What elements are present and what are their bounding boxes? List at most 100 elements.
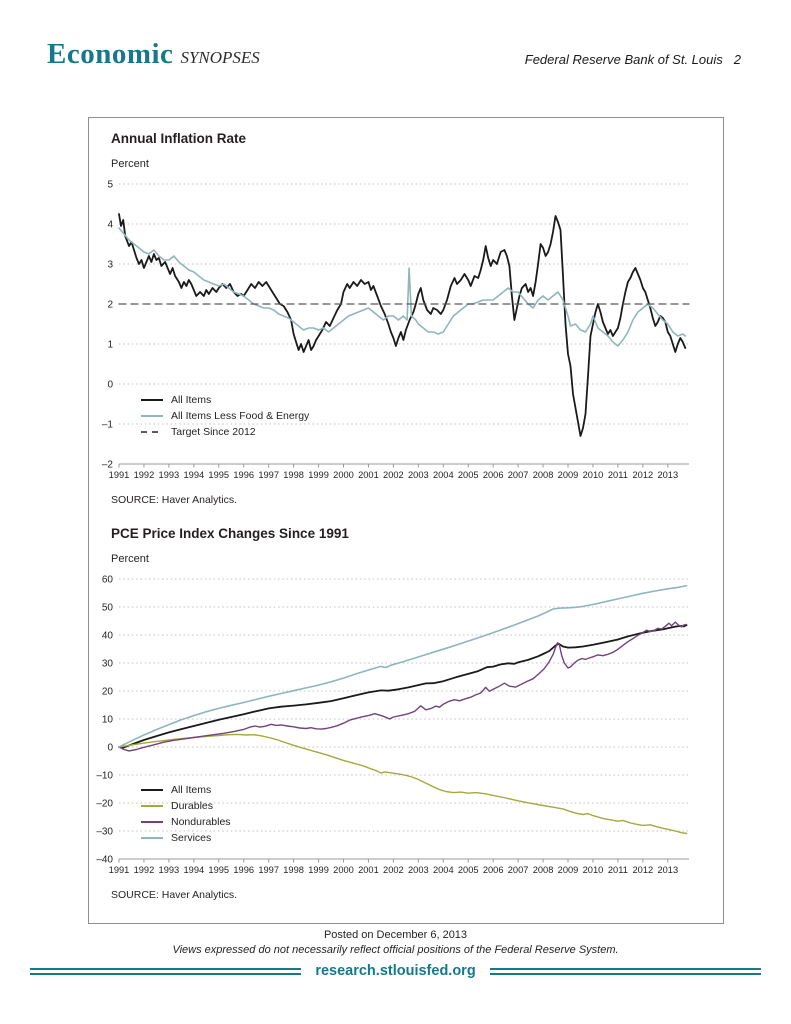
- x-tick-label: 2003: [408, 865, 429, 875]
- series-durables: [118, 733, 688, 835]
- legend-line-sample: [141, 399, 163, 401]
- x-tick-label: 1994: [183, 865, 204, 875]
- journal-name: Federal Reserve Bank of St. Louis: [524, 52, 723, 67]
- x-tick-label: 1992: [134, 865, 155, 875]
- y-tick-label: –1: [102, 420, 114, 431]
- series-nondurables: [118, 621, 688, 752]
- x-tick-label: 2004: [433, 470, 454, 480]
- y-tick-label: 50: [102, 603, 114, 614]
- y-tick-label: –20: [96, 799, 113, 810]
- x-tick-label: 1991: [109, 470, 130, 480]
- legend-label: Target Since 2012: [171, 426, 256, 438]
- x-tick-label: 2009: [558, 470, 579, 480]
- x-tick-label: 1998: [283, 865, 304, 875]
- x-tick-label: 2010: [583, 865, 604, 875]
- legend-label: Durables: [171, 800, 214, 812]
- legend-item: Target Since 2012: [141, 424, 309, 440]
- x-tick-label: 2001: [358, 470, 379, 480]
- y-tick-label: 60: [102, 575, 114, 586]
- legend-item: All Items: [141, 782, 231, 798]
- chart1-legend: All Items All Items Less Food & Energy Tar…: [141, 392, 309, 440]
- x-tick-label: 2012: [633, 865, 654, 875]
- x-tick-label: 2001: [358, 865, 379, 875]
- legend-line-sample: [141, 837, 163, 839]
- x-tick-label: 2000: [333, 470, 354, 480]
- legend-item: Durables: [141, 798, 231, 814]
- x-tick-label: 1994: [183, 470, 204, 480]
- x-tick-label: 1997: [258, 865, 279, 875]
- x-tick-label: 1996: [233, 865, 254, 875]
- x-tick-label: 2013: [657, 470, 678, 480]
- x-tick-label: 1993: [159, 470, 180, 480]
- legend-line-sample: [141, 821, 163, 823]
- double-rule-left: [30, 967, 302, 975]
- y-tick-label: 4: [107, 220, 113, 231]
- legend-label: Services: [171, 832, 212, 844]
- chart1-source: SOURCE: Haver Analytics.: [111, 494, 238, 506]
- x-tick-label: 2009: [558, 865, 579, 875]
- y-tick-label: 0: [107, 743, 113, 754]
- x-tick-label: 1992: [134, 470, 155, 480]
- x-tick-label: 1995: [208, 865, 229, 875]
- y-tick-label: 40: [102, 631, 114, 642]
- y-tick-label: 1: [107, 340, 113, 351]
- y-tick-label: 20: [102, 687, 114, 698]
- y-tick-label: 0: [107, 380, 113, 391]
- masthead: Economic SYNOPSES: [47, 38, 260, 71]
- footer-rule: research.stlouisfed.org: [30, 963, 762, 979]
- x-tick-label: 2011: [608, 865, 628, 875]
- legend-label: All Items: [171, 394, 212, 406]
- y-tick-label: 10: [102, 715, 114, 726]
- x-tick-label: 2006: [483, 865, 504, 875]
- legend-label: All Items: [171, 784, 212, 796]
- footer-posted-date: Posted on December 6, 2013: [323, 929, 468, 941]
- chart2-unit-label: Percent: [111, 553, 149, 565]
- y-tick-label: –10: [96, 771, 113, 782]
- legend-item: Nondurables: [141, 814, 231, 830]
- x-tick-label: 2007: [508, 865, 529, 875]
- x-tick-label: 2000: [333, 865, 354, 875]
- y-tick-label: –40: [96, 855, 113, 866]
- x-tick-label: 1999: [308, 470, 329, 480]
- y-tick-label: –30: [96, 827, 113, 838]
- series-all-items: [118, 213, 687, 437]
- x-tick-label: 2006: [483, 470, 504, 480]
- chart2-legend: All Items Durables Nondurables Services: [141, 782, 231, 846]
- chart1-unit-label: Percent: [111, 158, 149, 170]
- x-tick-label: 1993: [159, 865, 180, 875]
- double-rule-right: [489, 967, 762, 975]
- y-tick-label: 5: [107, 180, 113, 191]
- brand-secondary: SYNOPSES: [180, 48, 260, 67]
- x-tick-label: 1996: [233, 470, 254, 480]
- brand-primary: Economic: [47, 38, 174, 70]
- legend-line-sample: [141, 431, 163, 433]
- y-tick-label: 30: [102, 659, 114, 670]
- x-tick-label: 2008: [533, 470, 554, 480]
- x-tick-label: 2013: [657, 865, 678, 875]
- figure-box: Annual Inflation Rate Percent 5 4 3 2 1 0 –1 –2…: [88, 117, 724, 924]
- y-tick-label: 2: [107, 300, 113, 311]
- legend-label: Nondurables: [171, 816, 231, 828]
- chart1-title: Annual Inflation Rate: [111, 131, 246, 146]
- site-link[interactable]: research.stlouisfed.org: [315, 963, 476, 979]
- x-tick-label: 1999: [308, 865, 329, 875]
- legend-item: All Items Less Food & Energy: [141, 408, 309, 424]
- x-tick-label: 2002: [383, 865, 404, 875]
- page-number: 2: [733, 52, 741, 67]
- chart2-source: SOURCE: Haver Analytics.: [111, 889, 238, 901]
- legend-item: All Items: [141, 392, 309, 408]
- x-tick-label: 1997: [258, 470, 279, 480]
- legend-line-sample: [141, 415, 163, 417]
- x-tick-label: 2008: [533, 865, 554, 875]
- legend-line-sample: [141, 805, 163, 807]
- footer-disclaimer: Views expressed do not necessarily refle…: [172, 944, 619, 956]
- x-tick-label: 2010: [583, 470, 604, 480]
- legend-label: All Items Less Food & Energy: [171, 410, 310, 422]
- series-all-items-less-food-energy: [118, 227, 687, 347]
- x-tick-label: 2005: [458, 470, 479, 480]
- x-tick-label: 2002: [383, 470, 404, 480]
- x-tick-label: 2005: [458, 865, 479, 875]
- x-tick-label: 1995: [208, 470, 229, 480]
- journal-line: Federal Reserve Bank of St. Louis 2: [525, 52, 741, 67]
